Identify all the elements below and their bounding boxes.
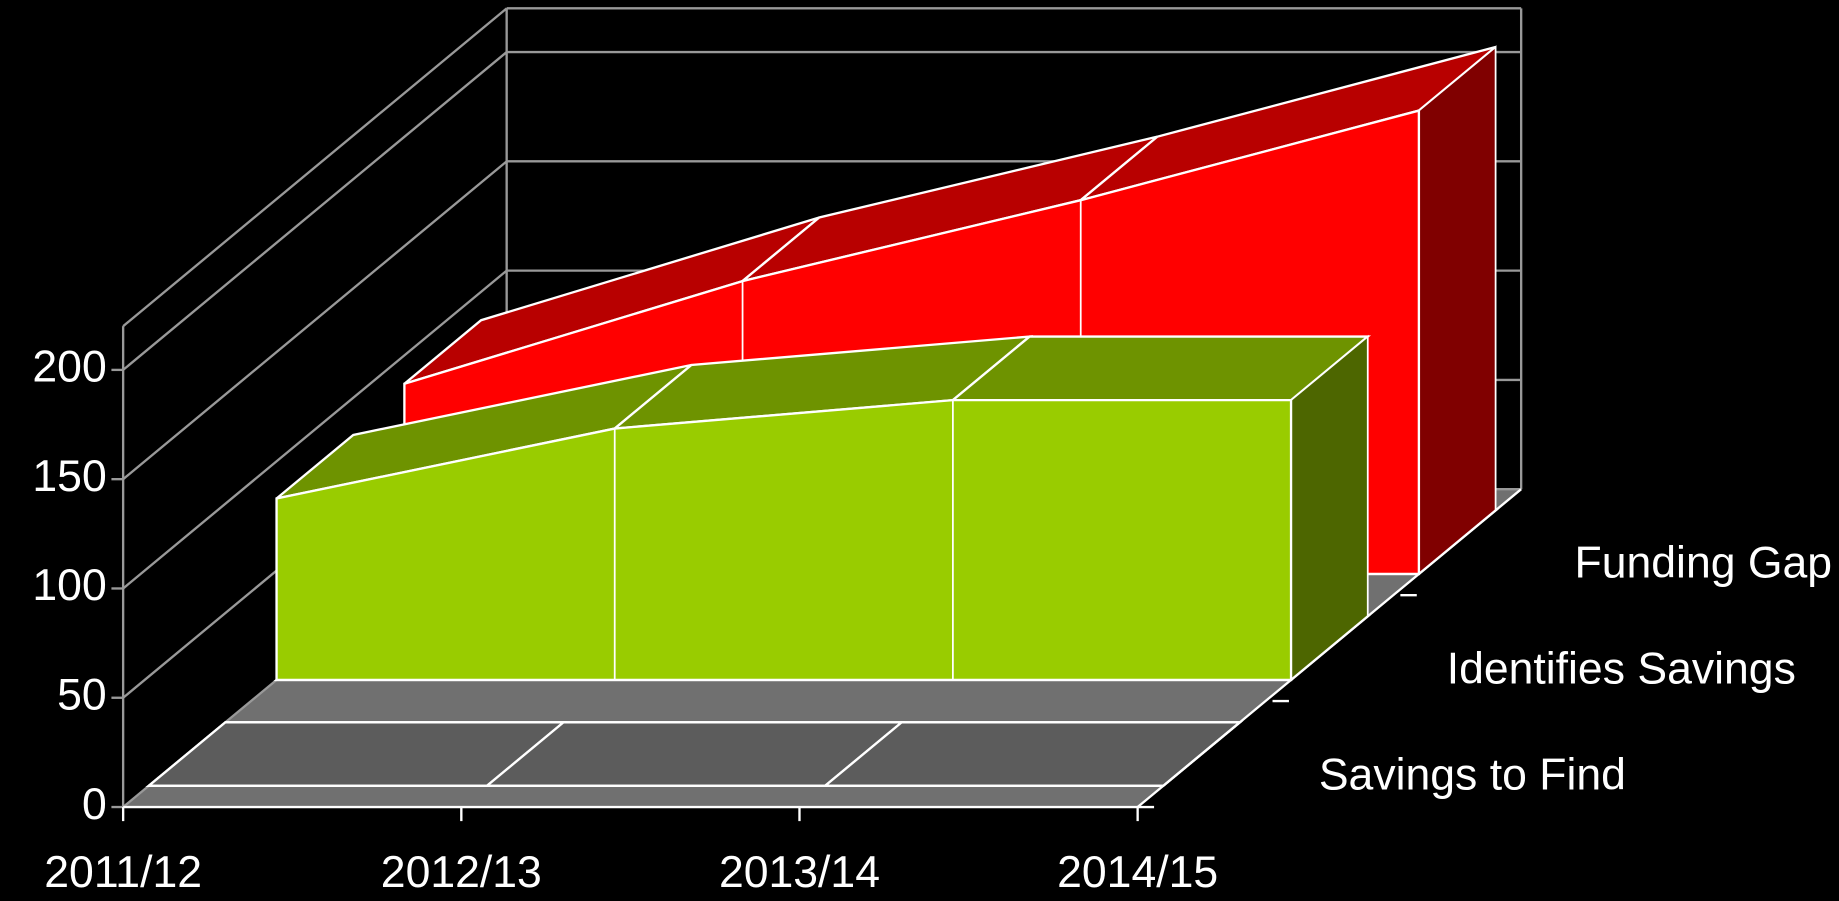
grid-line	[122, 269, 508, 590]
area-side	[1418, 45, 1497, 576]
grid-line	[122, 160, 508, 481]
left-wall-edge	[122, 7, 508, 328]
series-label: Savings to Find	[1319, 750, 1626, 799]
x-tick-label: 2014/15	[1057, 848, 1218, 897]
y-tick-label: 100	[32, 561, 106, 610]
grid-line	[122, 51, 508, 371]
y-tick-label: 200	[32, 343, 106, 392]
x-tick-label: 2013/14	[719, 848, 880, 897]
series-label: Identifies Savings	[1447, 644, 1796, 693]
x-tick-label: 2011/12	[44, 848, 202, 897]
depth-axis	[1136, 488, 1522, 808]
series-label: Funding Gap	[1575, 538, 1833, 587]
y-tick-label: 0	[82, 780, 107, 829]
y-tick-label: 50	[57, 671, 107, 720]
x-tick-label: 2012/13	[381, 848, 542, 897]
y-tick-label: 150	[32, 452, 106, 501]
